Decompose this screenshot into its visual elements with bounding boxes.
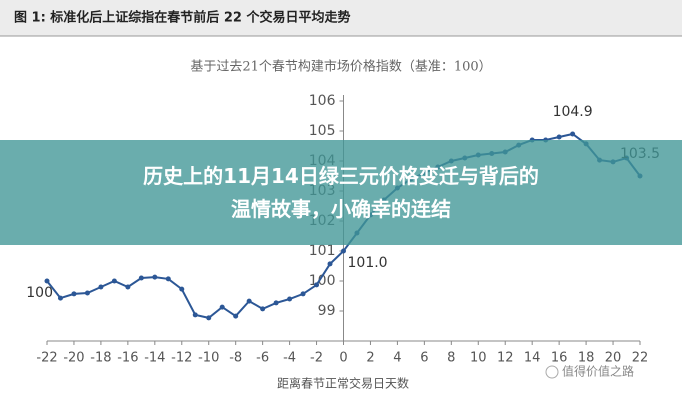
x-tick-label: -14 [144, 351, 165, 366]
x-tick-label: -8 [229, 351, 242, 366]
point [246, 298, 252, 304]
y-tick-label: 101 [309, 243, 336, 259]
x-tick-label: 10 [470, 351, 487, 366]
point [84, 290, 90, 296]
x-tick-label: -6 [256, 351, 269, 366]
y-tick-label: 99 [318, 303, 336, 319]
point [341, 248, 346, 254]
headline-line: 历史上的11月14日绿三元价格变迁与背后的 [143, 163, 539, 188]
point [98, 284, 104, 290]
annotation: 100 [26, 285, 53, 301]
x-tick-label: 2 [366, 351, 374, 366]
x-tick-label: -16 [117, 351, 138, 366]
x-tick-label: 0 [339, 351, 347, 366]
point [57, 295, 63, 301]
point [300, 291, 306, 297]
point [327, 261, 333, 267]
point [314, 282, 320, 288]
annotation: 101.0 [348, 255, 388, 271]
point [179, 286, 185, 292]
x-tick-label: -20 [63, 351, 84, 366]
header-band [0, 0, 682, 36]
point [71, 291, 77, 297]
point [260, 306, 266, 312]
x-tick-label: 18 [578, 351, 595, 366]
x-tick-label: 4 [393, 351, 401, 366]
chart-subtitle: 基于过去21个春节构建市场价格指数（基准：100） [190, 59, 491, 75]
x-tick-label: -22 [36, 351, 57, 366]
x-tick-label: -4 [283, 351, 296, 366]
watermark-icon [545, 365, 559, 379]
point [556, 134, 562, 140]
point [570, 131, 576, 137]
point [206, 315, 212, 321]
watermark: 值得价值之路 [562, 364, 634, 379]
x-tick-label: 6 [420, 351, 428, 366]
annotation: 104.9 [553, 104, 593, 120]
point [192, 312, 198, 318]
x-tick-label: 8 [447, 351, 455, 366]
point [287, 296, 293, 302]
x-tick-label: 16 [551, 351, 568, 366]
x-tick-label: 20 [605, 351, 622, 366]
point [165, 276, 171, 282]
point [125, 284, 131, 290]
x-tick-label: -2 [310, 351, 323, 366]
y-tick-label: 106 [309, 93, 336, 109]
x-tick-label: 22 [632, 351, 649, 366]
point [44, 278, 50, 284]
point [138, 275, 144, 281]
point [152, 274, 158, 280]
point [233, 313, 239, 319]
x-tick-label: 14 [524, 351, 541, 366]
x-tick-label: -10 [198, 351, 219, 366]
y-tick-label: 105 [309, 123, 336, 139]
x-tick-label: -18 [90, 351, 111, 366]
x-axis-title: 距离春节正常交易日天数 [277, 376, 409, 391]
headline-banner: 历史上的11月14日绿三元价格变迁与背后的 温情故事，小确幸的连结 [0, 140, 682, 245]
headline-line: 温情故事，小确幸的连结 [231, 196, 451, 221]
point [219, 304, 225, 310]
x-tick-label: -12 [171, 351, 192, 366]
chart-title: 图 1: 标准化后上证综指在春节前后 22 个交易日平均走势 [14, 10, 350, 26]
point [273, 300, 279, 306]
x-tick-label: 12 [497, 351, 514, 366]
point [111, 278, 117, 284]
